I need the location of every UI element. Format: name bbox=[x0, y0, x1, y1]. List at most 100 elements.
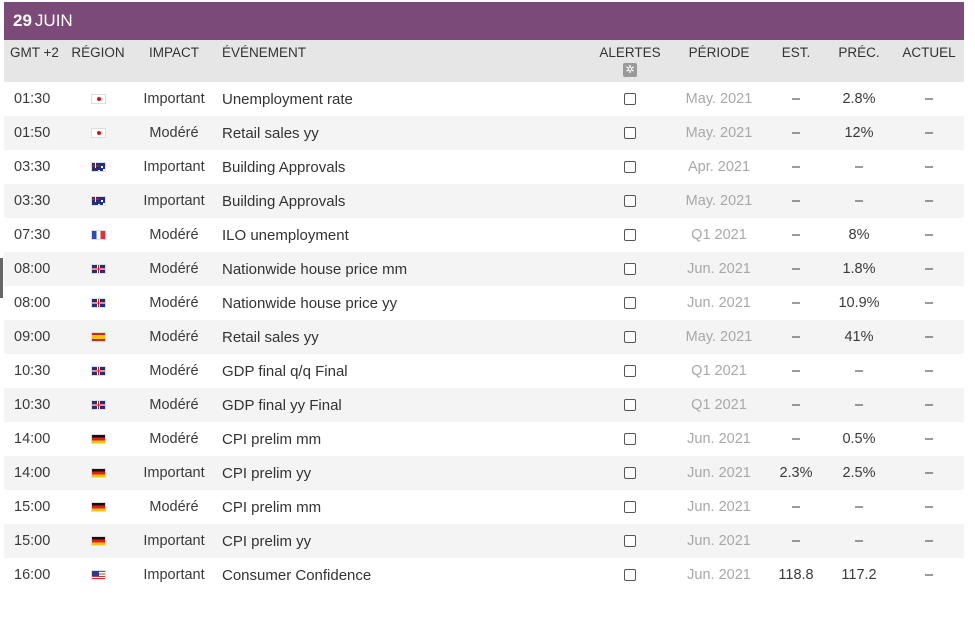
alert-checkbox[interactable] bbox=[624, 569, 636, 582]
col-est[interactable]: EST. bbox=[781, 45, 811, 60]
alert-checkbox[interactable] bbox=[624, 399, 636, 412]
alert-checkbox[interactable] bbox=[624, 331, 636, 344]
est-cell: – bbox=[791, 329, 801, 345]
table-row[interactable]: 14:00 Modéré CPI prelim mm Jun. 2021 – 0… bbox=[4, 422, 964, 456]
table-row[interactable]: 08:00 Modéré Nationwide house price yy J… bbox=[4, 286, 964, 320]
period-cell: Q1 2021 bbox=[691, 227, 747, 243]
event-name[interactable]: CPI prelim yy bbox=[222, 532, 312, 550]
actual-cell: – bbox=[924, 125, 934, 141]
alert-checkbox[interactable] bbox=[624, 93, 636, 106]
alert-checkbox[interactable] bbox=[624, 535, 636, 548]
alert-checkbox[interactable] bbox=[624, 263, 636, 276]
impact-cell: Modéré bbox=[149, 431, 199, 447]
event-name[interactable]: CPI prelim yy bbox=[222, 464, 312, 482]
table-row[interactable]: 15:00 Modéré CPI prelim mm Jun. 2021 – –… bbox=[4, 490, 964, 524]
event-time: 08:00 bbox=[14, 261, 51, 277]
impact-cell: Important bbox=[143, 567, 205, 583]
est-cell: – bbox=[791, 125, 801, 141]
table-row[interactable]: 14:00 Important CPI prelim yy Jun. 2021 … bbox=[4, 456, 964, 490]
alert-checkbox[interactable] bbox=[624, 297, 636, 310]
event-name[interactable]: Building Approvals bbox=[222, 158, 346, 176]
region-cell bbox=[66, 422, 130, 456]
alert-checkbox[interactable] bbox=[624, 467, 636, 480]
period-cell: Jun. 2021 bbox=[687, 567, 751, 583]
table-row[interactable]: 01:30 Important Unemployment rate May. 2… bbox=[4, 82, 964, 116]
prev-cell: 41% bbox=[844, 329, 874, 345]
impact-cell: Modéré bbox=[149, 295, 199, 311]
flag-au-icon bbox=[90, 162, 106, 173]
table-row[interactable]: 07:30 Modéré ILO unemployment Q1 2021 – … bbox=[4, 218, 964, 252]
table-row[interactable]: 16:00 Important Consumer Confidence Jun.… bbox=[4, 558, 964, 592]
flag-de-icon bbox=[90, 434, 106, 445]
table-row[interactable]: 15:00 Important CPI prelim yy Jun. 2021 … bbox=[4, 524, 964, 558]
table-row[interactable]: 10:30 Modéré GDP final yy Final Q1 2021 … bbox=[4, 388, 964, 422]
period-cell: Jun. 2021 bbox=[687, 499, 751, 515]
events-table: GMT +2 RÉGION IMPACT ÉVÉNEMENT ALERTES ✲… bbox=[4, 40, 964, 592]
impact-cell: Modéré bbox=[149, 363, 199, 379]
flag-gb-icon bbox=[90, 264, 106, 275]
event-name[interactable]: ILO unemployment bbox=[222, 226, 349, 244]
alert-checkbox[interactable] bbox=[624, 433, 636, 446]
event-name[interactable]: CPI prelim mm bbox=[222, 498, 322, 516]
period-cell: May. 2021 bbox=[685, 193, 753, 209]
est-cell: 118.8 bbox=[778, 567, 814, 583]
period-cell: Jun. 2021 bbox=[687, 533, 751, 549]
col-actual[interactable]: ACTUEL bbox=[902, 45, 956, 60]
prev-cell: – bbox=[854, 193, 864, 209]
col-time[interactable]: GMT +2 bbox=[10, 45, 59, 60]
event-name[interactable]: Retail sales yy bbox=[222, 328, 319, 346]
actual-cell: – bbox=[924, 397, 934, 413]
event-time: 10:30 bbox=[14, 363, 51, 379]
table-row[interactable]: 03:30 Important Building Approvals May. … bbox=[4, 184, 964, 218]
alert-checkbox[interactable] bbox=[624, 501, 636, 514]
event-name[interactable]: Unemployment rate bbox=[222, 90, 353, 108]
event-name[interactable]: Nationwide house price mm bbox=[222, 260, 408, 278]
actual-cell: – bbox=[924, 567, 934, 583]
col-region[interactable]: RÉGION bbox=[71, 45, 125, 60]
actual-cell: – bbox=[924, 261, 934, 277]
event-name[interactable]: GDP final yy Final bbox=[222, 396, 342, 414]
alert-cell bbox=[590, 490, 670, 524]
event-name[interactable]: Building Approvals bbox=[222, 192, 346, 210]
period-cell: Q1 2021 bbox=[691, 363, 747, 379]
est-cell: – bbox=[791, 431, 801, 447]
prev-cell: – bbox=[854, 499, 864, 515]
event-time: 16:00 bbox=[14, 567, 51, 583]
table-row[interactable]: 01:50 Modéré Retail sales yy May. 2021 –… bbox=[4, 116, 964, 150]
alert-cell bbox=[590, 422, 670, 456]
prev-cell: 0.5% bbox=[842, 431, 876, 447]
col-impact[interactable]: IMPACT bbox=[149, 45, 199, 60]
actual-cell: – bbox=[924, 431, 934, 447]
actual-cell: – bbox=[924, 329, 934, 345]
event-name[interactable]: Retail sales yy bbox=[222, 124, 319, 142]
region-cell bbox=[66, 116, 130, 150]
event-name[interactable]: GDP final q/q Final bbox=[222, 362, 348, 380]
alert-cell bbox=[590, 286, 670, 320]
event-name[interactable]: Consumer Confidence bbox=[222, 566, 372, 584]
flag-es-icon bbox=[90, 332, 106, 343]
alert-cell bbox=[590, 252, 670, 286]
table-row[interactable]: 03:30 Important Building Approvals Apr. … bbox=[4, 150, 964, 184]
period-cell: May. 2021 bbox=[685, 125, 753, 141]
alert-checkbox[interactable] bbox=[624, 161, 636, 174]
alert-checkbox[interactable] bbox=[624, 127, 636, 140]
col-event[interactable]: ÉVÉNEMENT bbox=[222, 45, 307, 60]
column-headers: GMT +2 RÉGION IMPACT ÉVÉNEMENT ALERTES ✲… bbox=[4, 40, 964, 82]
event-time: 01:30 bbox=[14, 91, 51, 107]
event-name[interactable]: CPI prelim mm bbox=[222, 430, 322, 448]
event-name[interactable]: Nationwide house price yy bbox=[222, 294, 398, 312]
alert-cell bbox=[590, 456, 670, 490]
table-row[interactable]: 10:30 Modéré GDP final q/q Final Q1 2021… bbox=[4, 354, 964, 388]
flag-us-icon bbox=[90, 570, 106, 581]
event-time: 14:00 bbox=[14, 465, 51, 481]
region-cell bbox=[66, 524, 130, 558]
col-period[interactable]: PÉRIODE bbox=[688, 45, 750, 60]
table-row[interactable]: 08:00 Modéré Nationwide house price mm J… bbox=[4, 252, 964, 286]
region-cell bbox=[66, 218, 130, 252]
col-prev[interactable]: PRÉC. bbox=[838, 45, 880, 60]
table-row[interactable]: 09:00 Modéré Retail sales yy May. 2021 –… bbox=[4, 320, 964, 354]
alert-checkbox[interactable] bbox=[624, 229, 636, 242]
alert-checkbox[interactable] bbox=[624, 365, 636, 378]
alert-checkbox[interactable] bbox=[624, 195, 636, 208]
gear-icon[interactable]: ✲ bbox=[623, 63, 637, 77]
